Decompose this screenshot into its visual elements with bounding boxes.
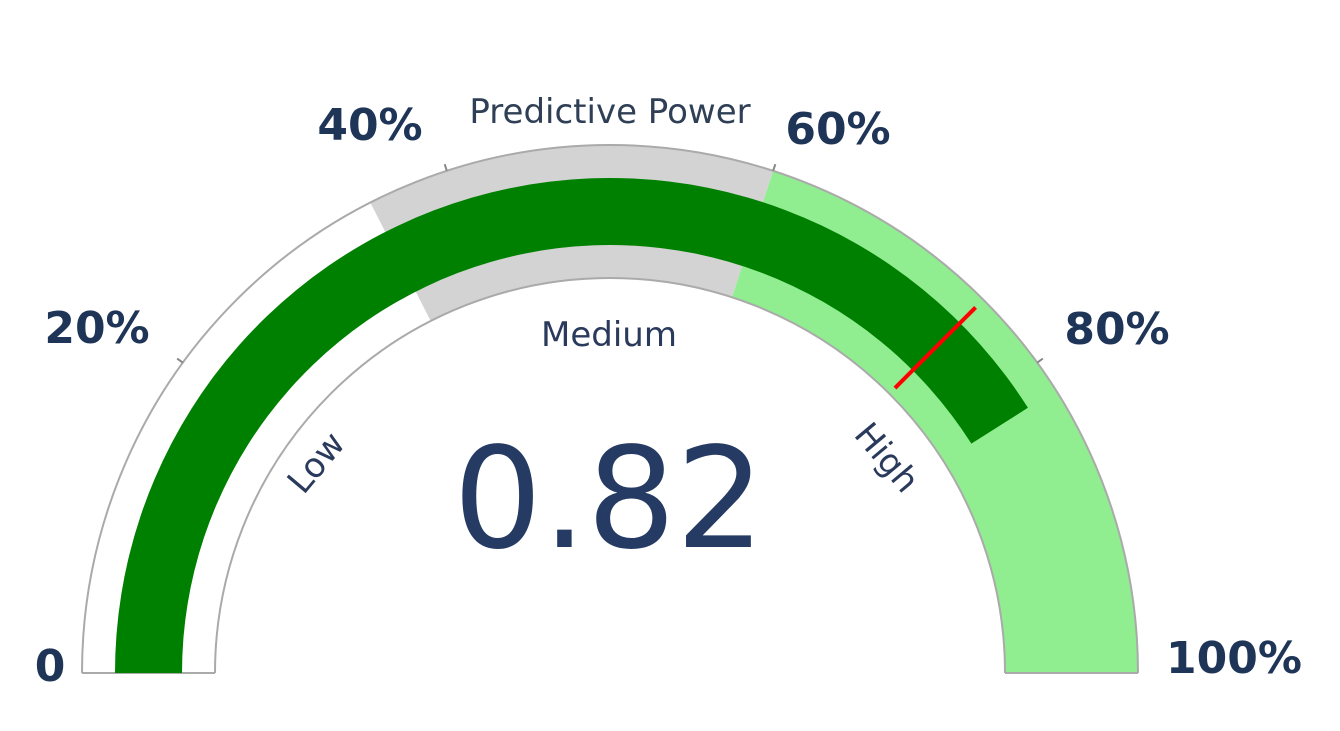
gauge-tick-mark bbox=[176, 357, 184, 364]
gauge-value: 0.82 bbox=[453, 418, 765, 581]
gauge-target-marker bbox=[893, 306, 977, 390]
gauge-tick-mark bbox=[772, 163, 777, 172]
tick-label-40: 40% bbox=[317, 100, 422, 151]
band-label-medium: Medium bbox=[541, 315, 677, 355]
tick-label-20: 20% bbox=[44, 303, 149, 354]
tick-label-60: 60% bbox=[785, 104, 890, 155]
gauge-inner-outline bbox=[214, 277, 1006, 674]
tick-label-100: 100% bbox=[1166, 633, 1302, 684]
gauge-title: Predictive Power bbox=[469, 92, 750, 132]
band-label-high: High bbox=[846, 415, 927, 501]
gauge-outer-outline bbox=[81, 144, 1139, 674]
gauge-tick-mark bbox=[443, 163, 448, 172]
gauge-value-bar bbox=[115, 177, 1028, 673]
tick-label-80: 80% bbox=[1064, 304, 1169, 355]
tick-label-0: 0 bbox=[35, 641, 66, 692]
gauge-tick-mark bbox=[1036, 357, 1044, 364]
gauge-ticks bbox=[176, 163, 1044, 364]
